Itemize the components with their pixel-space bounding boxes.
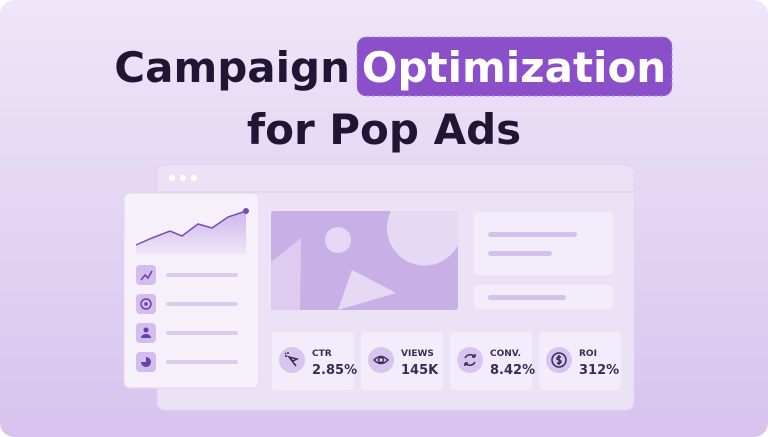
metric-icon-bg <box>368 347 394 373</box>
metric-icon <box>464 354 476 366</box>
metric-card <box>272 332 354 390</box>
metric-cards: CTR 2.85% VIEWS 145K CONV. 8.42% ROI 312% <box>272 332 621 390</box>
title-highlight-box <box>356 36 673 97</box>
metric-icon <box>551 352 567 368</box>
metric-label: VIEWS <box>401 349 434 359</box>
metric-card <box>450 332 532 390</box>
metric-value: 145K <box>401 363 439 378</box>
metric-icon <box>284 352 300 367</box>
title-highlight: Optimization <box>362 43 666 92</box>
metric-label: ROI <box>579 349 597 359</box>
sidebar-card <box>123 192 260 389</box>
metric-value: 2.85% <box>312 363 357 378</box>
text-panels <box>474 212 613 309</box>
metric-icon <box>372 355 390 365</box>
metric-card <box>539 332 621 390</box>
metric-card <box>361 332 443 390</box>
title-start: Campaign <box>114 43 350 92</box>
metric-value: 8.42% <box>490 363 535 378</box>
title-end: for Pop Ads <box>247 105 521 154</box>
metric-label: CTR <box>312 349 332 359</box>
image-placeholder <box>271 211 458 310</box>
metric-icon-bg <box>457 347 483 373</box>
metric-label: CONV. <box>490 349 521 359</box>
metric-value: 312% <box>579 363 619 378</box>
